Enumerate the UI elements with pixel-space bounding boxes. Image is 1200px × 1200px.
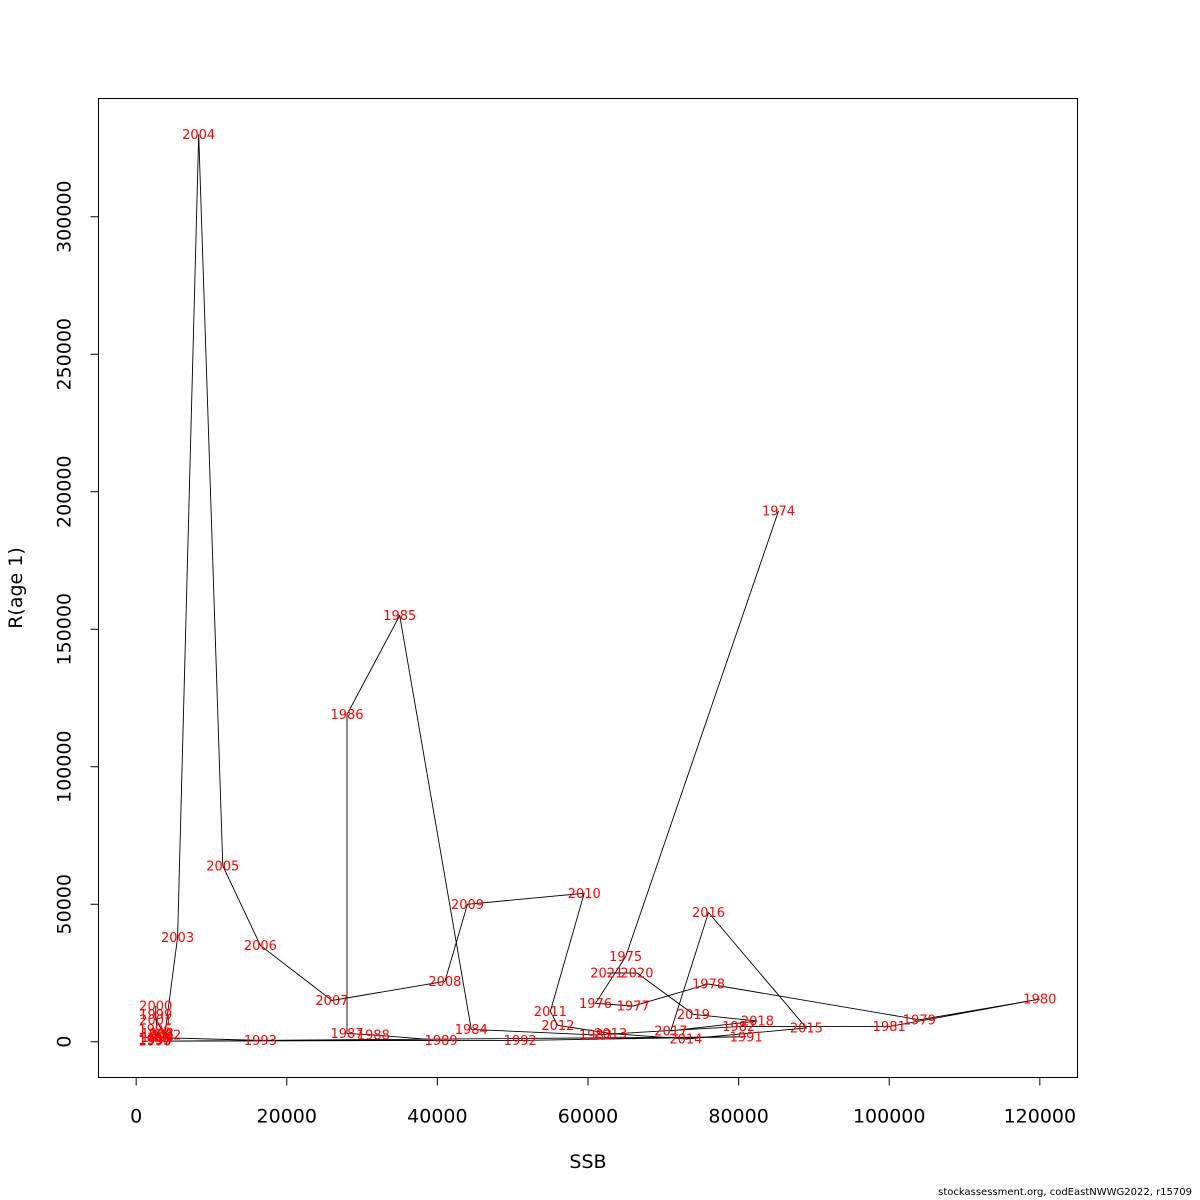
year-label-1985: 1985 (383, 609, 416, 624)
year-label-1989: 1989 (425, 1034, 458, 1049)
year-label-1981: 1981 (873, 1020, 906, 1035)
year-label-1982: 1982 (722, 1020, 755, 1035)
year-label-2001: 2001 (139, 1013, 172, 1028)
year-label-1988: 1988 (357, 1028, 390, 1043)
year-label-2007: 2007 (315, 994, 348, 1009)
year-label-1980: 1980 (1023, 993, 1056, 1008)
y-tick-label: 50000 (54, 874, 76, 934)
year-label-1984: 1984 (455, 1023, 488, 1038)
year-label-1977: 1977 (617, 1000, 650, 1015)
year-label-2005: 2005 (206, 859, 239, 874)
y-tick-label: 200000 (54, 455, 76, 528)
year-label-1978: 1978 (692, 978, 725, 993)
year-label-1999: 1999 (139, 1008, 172, 1023)
year-label-2019: 2019 (677, 1008, 710, 1023)
year-label-1995: 1995 (138, 1034, 171, 1049)
x-axis-label: SSB (569, 1151, 606, 1173)
year-label-1998: 1998 (141, 1027, 174, 1042)
year-label-1993: 1993 (244, 1034, 277, 1049)
year-label-2012: 2012 (541, 1019, 574, 1034)
year-label-1976: 1976 (579, 997, 612, 1012)
year-label-1996: 1996 (138, 1023, 171, 1038)
y-axis-label: R(age 1) (5, 547, 27, 629)
year-label-1997: 1997 (138, 1033, 171, 1048)
year-label-2011: 2011 (534, 1005, 567, 1020)
year-label-2003: 2003 (161, 931, 194, 946)
year-label-2013: 2013 (594, 1027, 627, 1042)
x-tick-label: 60000 (558, 1106, 618, 1128)
y-axis: 0 50000 100000 150000 200000 250000 300000 (54, 180, 99, 1048)
year-label-1992: 1992 (504, 1034, 537, 1049)
year-label-2002: 2002 (148, 1028, 181, 1043)
year-label-1975: 1975 (609, 950, 642, 965)
year-label-1990: 1990 (138, 1035, 171, 1050)
year-label-2009: 2009 (451, 898, 484, 913)
year-label-2000: 2000 (139, 1000, 172, 1015)
year-label-2015: 2015 (790, 1022, 823, 1037)
source-credit: stockassessment.org, codEastNWWG2022, r1… (938, 1187, 1192, 1198)
x-axis: 0 20000 40000 60000 80000 100000 120000 (130, 1077, 1077, 1128)
x-tick-label: 0 (130, 1106, 142, 1128)
y-tick-label: 300000 (54, 180, 76, 253)
x-tick-label: 100000 (853, 1106, 926, 1128)
year-label-1987: 1987 (330, 1027, 363, 1042)
year-label-2021: 2021 (590, 967, 623, 982)
year-label-1991: 1991 (730, 1030, 763, 1045)
year-label-2016: 2016 (692, 906, 725, 921)
y-tick-label: 0 (54, 1036, 76, 1048)
series-line (154, 134, 1040, 1042)
year-label-1983: 1983 (579, 1028, 612, 1043)
year-label-2004: 2004 (182, 128, 215, 143)
year-label-2017: 2017 (654, 1024, 687, 1039)
x-tick-label: 80000 (708, 1106, 768, 1128)
year-label-1994: 1994 (141, 1031, 174, 1046)
y-tick-label: 250000 (54, 318, 76, 391)
year-label-2014: 2014 (669, 1033, 702, 1048)
year-labels: 1974 1975 1976 1977 1978 1979 1980 1981 1982 1983… (138, 128, 1056, 1050)
year-label-2008: 2008 (428, 975, 461, 990)
year-label-2020: 2020 (620, 967, 653, 982)
x-tick-label: 20000 (257, 1106, 317, 1128)
year-label-1979: 1979 (903, 1013, 936, 1028)
year-label-1974: 1974 (762, 505, 795, 520)
x-tick-label: 120000 (1004, 1106, 1077, 1128)
year-label-2018: 2018 (741, 1015, 774, 1030)
year-label-2006: 2006 (244, 939, 277, 954)
y-tick-label: 150000 (54, 593, 76, 666)
x-tick-label: 40000 (407, 1106, 467, 1128)
year-label-2010: 2010 (568, 887, 601, 902)
y-tick-label: 100000 (54, 730, 76, 803)
year-label-1986: 1986 (330, 708, 363, 723)
